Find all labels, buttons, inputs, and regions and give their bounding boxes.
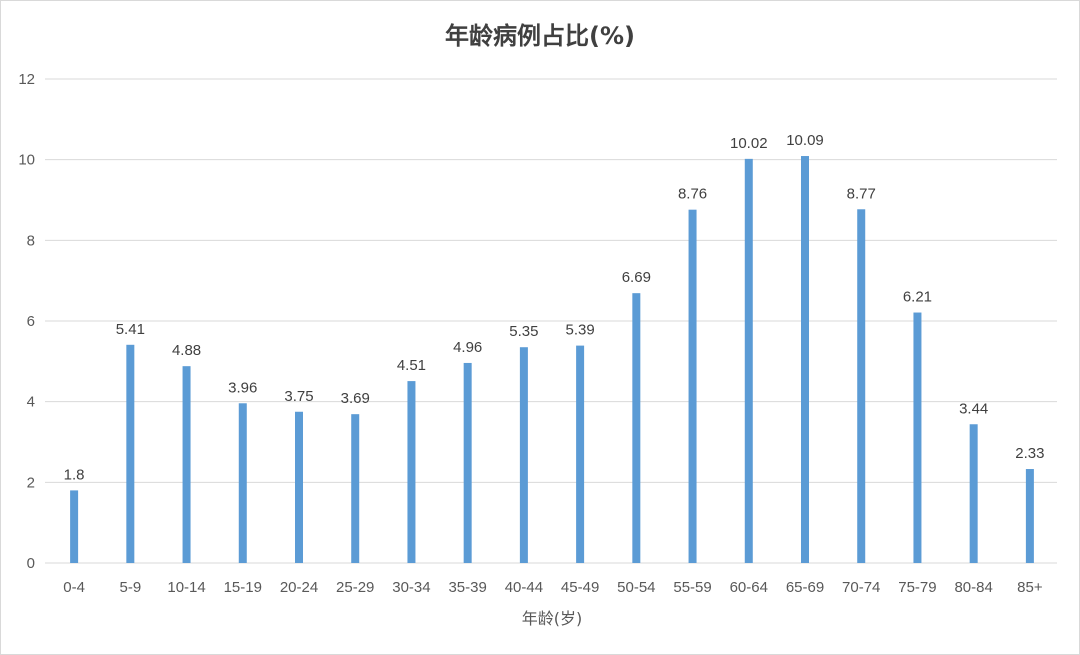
y-tick-label: 10 <box>18 152 35 169</box>
x-tick-label: 65-69 <box>786 579 824 596</box>
bar <box>126 344 135 563</box>
x-tick-label: 50-54 <box>617 579 655 596</box>
bar <box>744 158 753 564</box>
data-label: 8.77 <box>847 185 876 202</box>
data-label: 3.96 <box>228 379 257 396</box>
data-label: 5.35 <box>509 323 538 340</box>
x-tick-label: 85+ <box>1017 579 1043 596</box>
y-tick-label: 2 <box>27 474 35 491</box>
data-label: 10.09 <box>786 132 824 149</box>
data-label: 3.75 <box>284 388 313 405</box>
data-label: 5.41 <box>116 321 145 338</box>
bar <box>182 366 191 563</box>
y-tick-label: 4 <box>27 394 35 411</box>
bar <box>688 209 697 563</box>
y-tick-label: 0 <box>27 555 35 572</box>
y-axis-ticks: 0 2 4 6 8 10 12 <box>18 71 35 572</box>
bar <box>238 403 247 563</box>
bar <box>576 345 585 563</box>
data-label: 3.44 <box>959 400 988 417</box>
bar <box>407 381 416 563</box>
bar <box>857 209 866 563</box>
x-tick-label: 5-9 <box>119 579 141 596</box>
bar <box>1025 469 1034 563</box>
x-tick-label: 70-74 <box>842 579 880 596</box>
x-tick-label: 45-49 <box>561 579 599 596</box>
y-tick-label: 12 <box>18 71 35 88</box>
x-axis-ticks: 0-4 5-9 10-14 15-19 20-24 25-29 30-34 35-39 40-4… <box>63 579 1043 596</box>
bar <box>519 347 528 563</box>
y-tick-label: 8 <box>27 232 35 249</box>
x-tick-label: 30-34 <box>392 579 430 596</box>
x-tick-label: 15-19 <box>224 579 262 596</box>
bar <box>801 156 809 563</box>
data-label: 8.76 <box>678 186 707 203</box>
bar <box>913 312 922 563</box>
x-tick-label: 0-4 <box>63 579 85 596</box>
data-label: 6.21 <box>903 289 932 306</box>
data-labels: 1.8 5.41 4.88 3.96 3.75 3.69 4.51 4.96 5.35 5.39 6… <box>64 132 1045 483</box>
bars <box>70 156 1034 564</box>
data-label: 1.8 <box>64 466 85 483</box>
chart-title: 年龄病例占比(%) <box>445 22 635 50</box>
data-label: 4.96 <box>453 339 482 356</box>
x-tick-label: 80-84 <box>954 579 992 596</box>
x-tick-label: 40-44 <box>505 579 543 596</box>
x-tick-label: 20-24 <box>280 579 318 596</box>
y-tick-label: 6 <box>27 313 35 330</box>
data-label: 10.02 <box>730 135 768 152</box>
bar <box>463 362 472 563</box>
data-label: 5.39 <box>566 322 595 339</box>
bar <box>632 293 641 563</box>
bar <box>969 424 978 563</box>
x-tick-label: 10-14 <box>167 579 205 596</box>
data-label: 3.69 <box>341 390 370 407</box>
x-axis-title: 年龄(岁) <box>522 609 583 628</box>
data-label: 4.51 <box>397 357 426 374</box>
x-tick-label: 35-39 <box>448 579 486 596</box>
x-tick-label: 55-59 <box>673 579 711 596</box>
data-label: 6.69 <box>622 269 651 286</box>
data-label: 4.88 <box>172 342 201 359</box>
bar <box>295 411 303 563</box>
bar <box>351 414 360 563</box>
bar <box>70 490 79 563</box>
data-label: 2.33 <box>1015 445 1044 462</box>
x-tick-label: 75-79 <box>898 579 936 596</box>
gridlines <box>45 78 1057 564</box>
x-tick-label: 25-29 <box>336 579 374 596</box>
x-tick-label: 60-64 <box>730 579 768 596</box>
